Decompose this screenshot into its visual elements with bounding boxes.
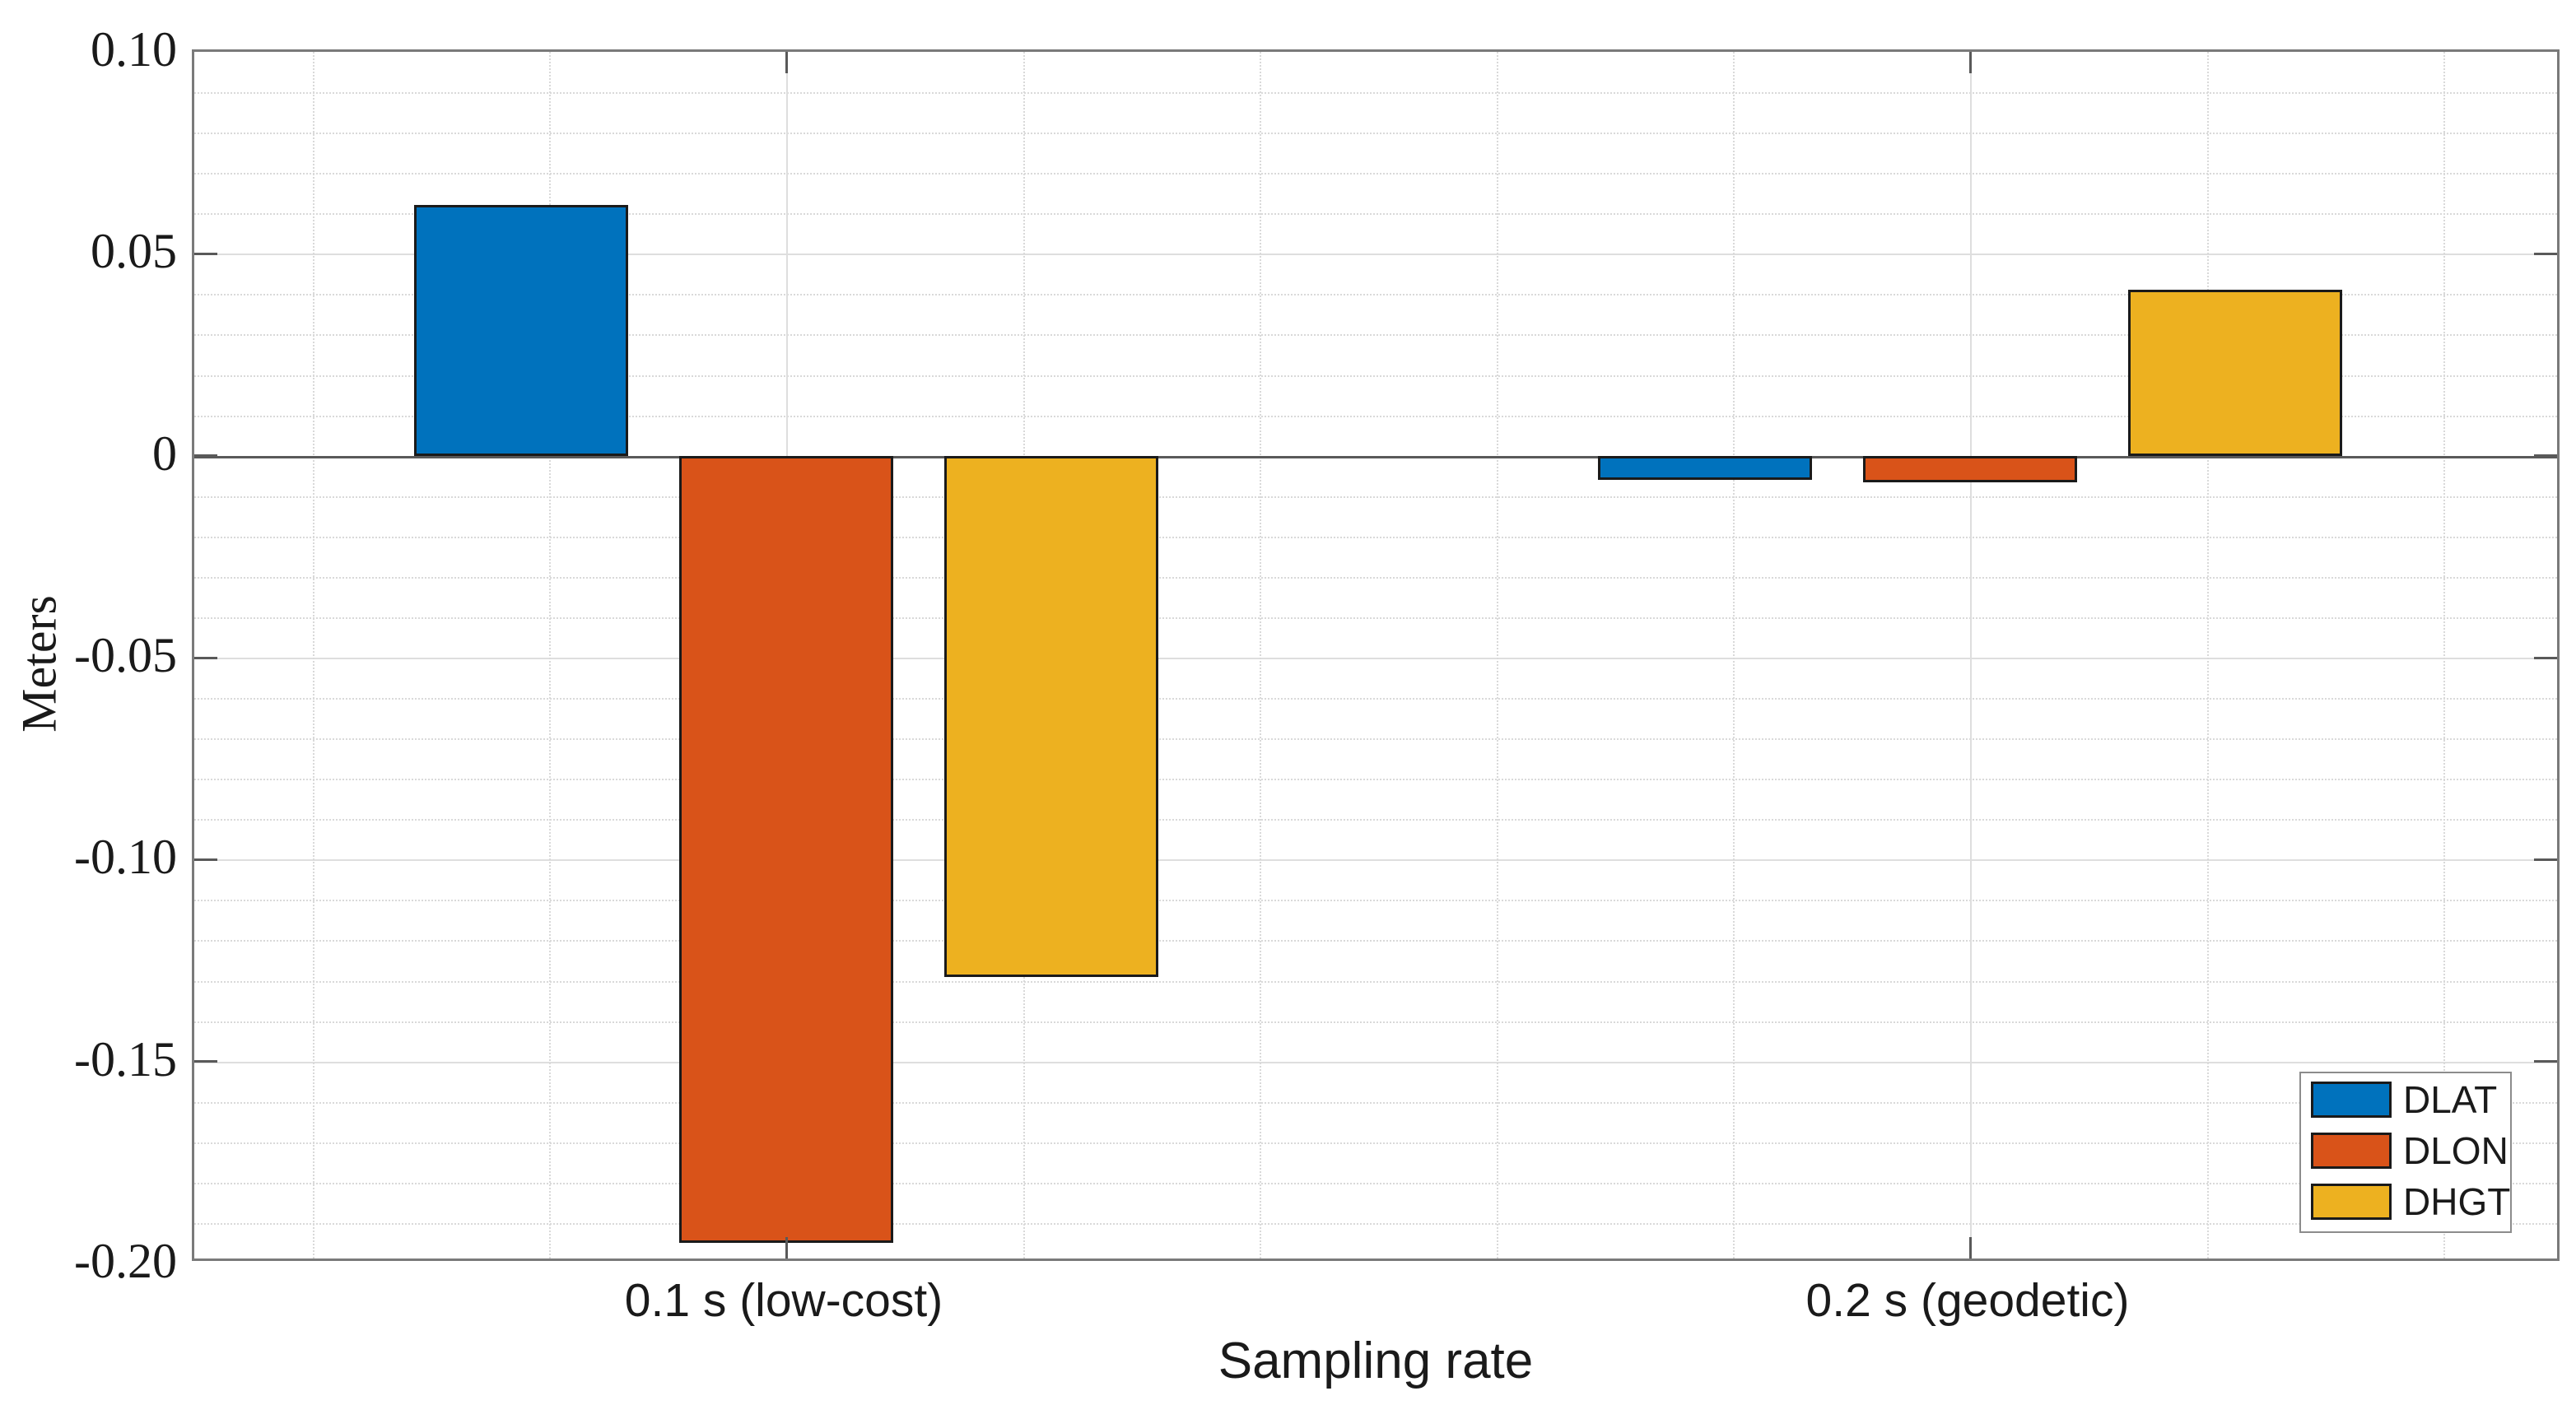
y-minor-gridline xyxy=(194,698,2557,700)
y-major-gridline xyxy=(194,658,2557,659)
x-minor-gridline xyxy=(2443,52,2446,1258)
y-minor-gridline xyxy=(194,133,2557,135)
y-minor-gridline xyxy=(194,1222,2557,1225)
y-minor-gridline xyxy=(194,1142,2557,1144)
bar-dhgt-0 xyxy=(944,455,1158,977)
y-tick-left xyxy=(194,858,217,861)
y-minor-gridline xyxy=(194,980,2557,983)
y-minor-gridline xyxy=(194,738,2557,741)
y-minor-gridline xyxy=(194,294,2557,296)
y-minor-gridline xyxy=(194,375,2557,377)
y-tick-right xyxy=(2534,656,2557,659)
y-tick-label: 0.10 xyxy=(91,22,177,77)
y-minor-gridline xyxy=(194,940,2557,942)
legend-label-dhgt: DHGT xyxy=(2403,1180,2511,1223)
y-minor-gridline xyxy=(194,334,2557,337)
y-minor-gridline xyxy=(194,92,2557,95)
y-tick-left xyxy=(194,252,217,255)
x-axis-label: Sampling rate xyxy=(1218,1333,1534,1389)
legend-item-dlon: DLON xyxy=(2311,1131,2508,1170)
y-tick-label: -0.05 xyxy=(74,628,177,682)
y-tick-right xyxy=(2534,454,2557,458)
bar-dhgt-1 xyxy=(2128,290,2342,456)
bar-dlat-1 xyxy=(1598,455,1812,481)
x-tick-top xyxy=(785,52,788,73)
y-minor-gridline xyxy=(194,415,2557,417)
y-major-gridline xyxy=(194,1061,2557,1063)
x-minor-gridline xyxy=(1496,52,1498,1258)
y-tick-right xyxy=(2534,252,2557,255)
legend-item-dlat: DLAT xyxy=(2311,1078,2500,1121)
y-minor-gridline xyxy=(194,1101,2557,1104)
x-minor-gridline xyxy=(549,52,552,1258)
y-minor-gridline xyxy=(194,819,2557,821)
x-tick-bottom xyxy=(785,1237,788,1258)
legend-box: DLAT DLON DHGT xyxy=(2299,1072,2512,1233)
y-minor-gridline xyxy=(194,779,2557,781)
y-minor-gridline xyxy=(194,495,2557,498)
x-tick-label: 0.2 s (geodetic) xyxy=(1805,1274,2130,1327)
x-tick-label: 0.1 s (low-cost) xyxy=(624,1274,943,1327)
y-minor-gridline xyxy=(194,616,2557,619)
dhgt-swatch xyxy=(2311,1184,2392,1220)
zero-baseline xyxy=(194,455,2557,458)
plot-area xyxy=(192,49,2560,1261)
x-major-gridline xyxy=(1970,52,1972,1258)
bar-dlon-0 xyxy=(679,455,893,1244)
y-tick-right xyxy=(2534,858,2557,861)
x-minor-gridline xyxy=(1260,52,1262,1258)
y-tick-left xyxy=(194,1060,217,1063)
y-tick-label: -0.20 xyxy=(74,1234,177,1288)
y-minor-gridline xyxy=(194,1182,2557,1184)
y-minor-gridline xyxy=(194,1021,2557,1023)
y-tick-left xyxy=(194,656,217,659)
x-tick-top xyxy=(1968,52,1972,73)
y-minor-gridline xyxy=(194,576,2557,579)
y-minor-gridline xyxy=(194,213,2557,216)
bar-dlon-1 xyxy=(1863,455,2077,482)
legend-item-dhgt: DHGT xyxy=(2311,1182,2510,1221)
x-tick-bottom xyxy=(1968,1237,1972,1258)
y-tick-right xyxy=(2534,1060,2557,1063)
y-minor-gridline xyxy=(194,536,2557,538)
x-minor-gridline xyxy=(2206,52,2209,1258)
y-minor-gridline xyxy=(194,173,2557,175)
legend-label-dlon: DLON xyxy=(2403,1129,2508,1172)
x-minor-gridline xyxy=(1733,52,1735,1258)
y-tick-label: 0.05 xyxy=(91,224,177,279)
y-tick-label: 0 xyxy=(152,426,177,481)
bar-dlat-0 xyxy=(414,205,628,456)
y-major-gridline xyxy=(194,254,2557,256)
y-tick-label: -0.10 xyxy=(74,830,177,885)
x-minor-gridline xyxy=(312,52,314,1258)
legend-label-dlat: DLAT xyxy=(2403,1078,2498,1121)
y-minor-gridline xyxy=(194,900,2557,902)
y-tick-left xyxy=(194,454,217,458)
dlat-swatch xyxy=(2311,1082,2392,1118)
y-major-gridline xyxy=(194,859,2557,862)
dlon-swatch xyxy=(2311,1133,2392,1169)
y-tick-label: -0.15 xyxy=(74,1031,177,1086)
